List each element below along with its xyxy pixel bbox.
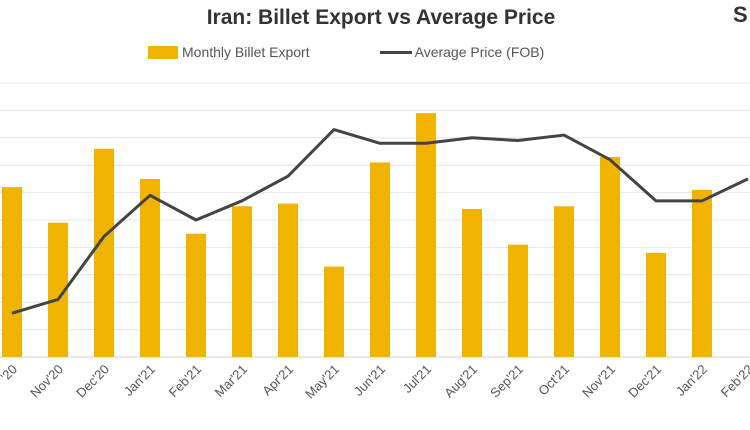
x-tick-label: Nov'20 bbox=[27, 362, 66, 401]
x-tick-label: Aug'21 bbox=[441, 362, 480, 401]
bar-series bbox=[2, 113, 712, 357]
bar-Jan'21 bbox=[140, 178, 160, 357]
corner-text: S bbox=[733, 2, 748, 27]
legend-line-label: Average Price (FOB) bbox=[414, 44, 545, 60]
bar-Feb'21 bbox=[186, 233, 206, 357]
bar-Jun'21 bbox=[370, 162, 390, 357]
x-tick-label: Sep'21 bbox=[487, 362, 526, 401]
bar-May'21 bbox=[324, 266, 344, 357]
x-tick-label: Dec'20 bbox=[73, 362, 112, 401]
x-tick-label: Nov'21 bbox=[579, 362, 618, 401]
legend-bar-swatch bbox=[148, 45, 178, 59]
x-tick-label: '20 bbox=[0, 362, 20, 385]
bar-Dec'20 bbox=[94, 148, 114, 357]
x-tick-label: Feb'21 bbox=[166, 362, 204, 400]
x-tick-label: Mar'21 bbox=[212, 362, 250, 400]
legend-bar-label: Monthly Billet Export bbox=[182, 44, 310, 60]
x-tick-label: May'21 bbox=[302, 362, 342, 402]
legend-line-swatch bbox=[379, 50, 412, 54]
bar-Oct'21 bbox=[554, 206, 574, 357]
bar-Aug'21 bbox=[462, 209, 482, 357]
x-tick-label: Dec'21 bbox=[625, 362, 664, 401]
bar-Oct'20 bbox=[2, 187, 22, 357]
x-tick-label: Jan'22 bbox=[673, 362, 710, 399]
x-tick-label: Oct'21 bbox=[535, 362, 572, 399]
bar-Nov'20 bbox=[48, 222, 68, 357]
x-tick-label: Feb'22 bbox=[718, 362, 750, 400]
legend: Monthly Billet Export Average Price (FOB… bbox=[148, 44, 544, 60]
x-tick-label: Apr'21 bbox=[259, 362, 296, 399]
bar-Mar'21 bbox=[232, 206, 252, 357]
x-tick-labels: '20 Nov'20 Dec'20 Jan'21 Feb'21 Mar'21 Apr'21 M… bbox=[0, 362, 750, 402]
bar-Dec'21 bbox=[646, 252, 666, 357]
chart-title: Iran: Billet Export vs Average Price bbox=[206, 6, 556, 29]
bar-Nov'21 bbox=[600, 156, 620, 357]
line-series bbox=[11, 128, 749, 315]
bar-Jul'21 bbox=[416, 113, 436, 357]
bar-Sep'21 bbox=[508, 244, 528, 357]
x-tick-label: Jul'21 bbox=[400, 362, 434, 396]
average-price-line bbox=[11, 128, 749, 315]
bar-Jan'22 bbox=[692, 189, 712, 357]
bar-Apr'21 bbox=[278, 203, 298, 357]
x-tick-label: Jun'21 bbox=[351, 362, 388, 399]
x-tick-label: Jan'21 bbox=[121, 362, 158, 399]
